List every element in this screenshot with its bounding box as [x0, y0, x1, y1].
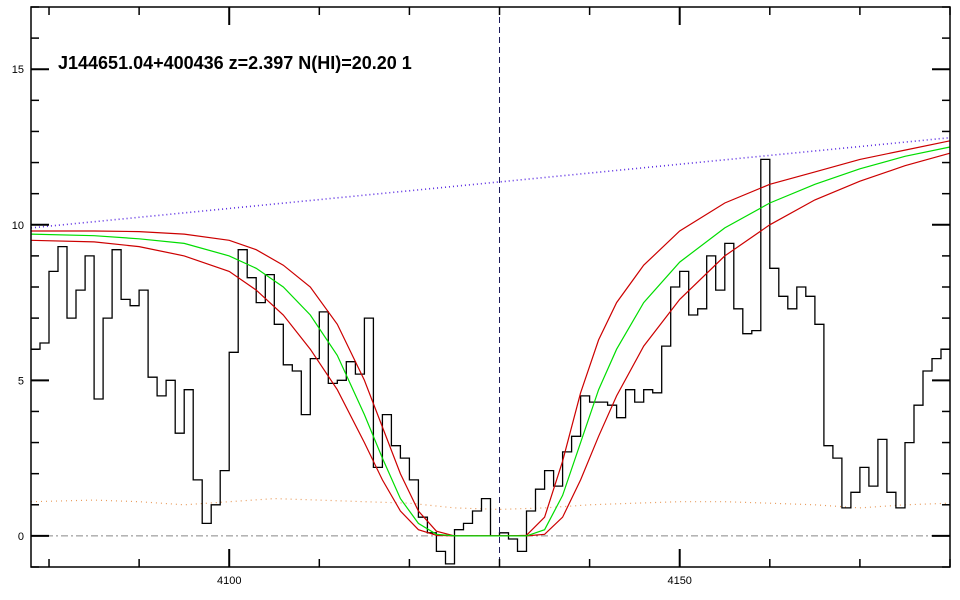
fit-curve: [30, 146, 951, 537]
y-tick-label: 15: [12, 64, 24, 76]
y-tick-label: 0: [18, 531, 24, 543]
axis-tick-labels: 0 5 10 15 4100 4150: [12, 64, 692, 587]
y-tick-label: 10: [12, 220, 24, 232]
flux-step-line: [31, 158, 950, 565]
y-tick-label: 5: [18, 375, 24, 387]
axis-ticks: [31, 6, 951, 568]
flux-spectrum: [31, 158, 950, 565]
x-tick-label: 4100: [217, 575, 241, 587]
x-tick-label: 4150: [667, 575, 691, 587]
chart-title: J144651.04+400436 z=2.397 N(HI)=20.20 1: [58, 53, 412, 73]
fit-line: [30, 146, 951, 537]
